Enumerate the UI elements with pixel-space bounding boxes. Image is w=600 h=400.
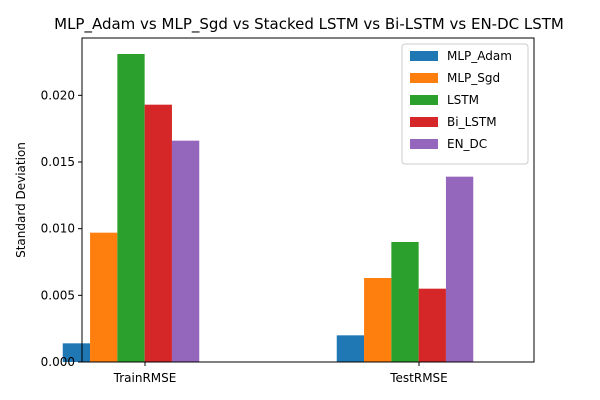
legend-label-lstm: LSTM <box>447 93 479 107</box>
legend-swatch-mlp-adam <box>410 51 438 61</box>
y-axis-label: Standard Deviation <box>14 142 28 258</box>
plot-frame <box>81 37 535 363</box>
x-tick-label-testrmse: TestRMSE <box>389 371 448 385</box>
legend-label-mlp-sgd: MLP_Sgd <box>447 71 500 85</box>
y-axis: 0.000 0.005 0.010 0.015 0.020 <box>41 88 82 369</box>
legend-swatch-bi-lstm <box>410 117 438 127</box>
y-tick-label: 0.005 <box>41 288 75 302</box>
bar-bi-lstm-trainrmse <box>144 104 172 363</box>
legend-swatch-lstm <box>410 95 438 105</box>
bar-mlp-sgd-testrmse <box>364 278 392 362</box>
bar-mlp-adam-testrmse <box>336 335 365 362</box>
bar-en-dc-testrmse <box>445 176 474 362</box>
legend-label-bi-lstm: Bi_LSTM <box>447 115 497 129</box>
x-tick-label-trainrmse: TrainRMSE <box>113 371 177 385</box>
bars-group <box>62 54 474 363</box>
y-tick-label: 0.010 <box>41 222 75 236</box>
legend-swatch-en-dc <box>410 139 438 149</box>
bar-mlp-adam-trainrmse <box>62 343 91 362</box>
bar-lstm-testrmse <box>391 242 419 362</box>
legend-swatch-mlp-sgd <box>410 73 438 83</box>
legend-label-mlp-adam: MLP_Adam <box>447 49 512 63</box>
chart-title: MLP_Adam vs MLP_Sgd vs Stacked LSTM vs B… <box>54 15 564 34</box>
bar-lstm-trainrmse <box>117 54 145 362</box>
bar-en-dc-trainrmse <box>171 140 200 362</box>
y-tick-label: 0.020 <box>41 88 75 102</box>
y-tick-label: 0.000 <box>41 355 75 369</box>
bar-mlp-sgd-trainrmse <box>90 232 118 362</box>
legend-label-en-dc: EN_DC <box>447 137 487 151</box>
y-tick-label: 0.015 <box>41 155 75 169</box>
x-axis: TrainRMSE TestRMSE <box>113 362 448 385</box>
legend: MLP_Adam MLP_Sgd LSTM Bi_LSTM EN_DC <box>401 43 529 165</box>
bar-bi-lstm-testrmse <box>418 288 446 362</box>
